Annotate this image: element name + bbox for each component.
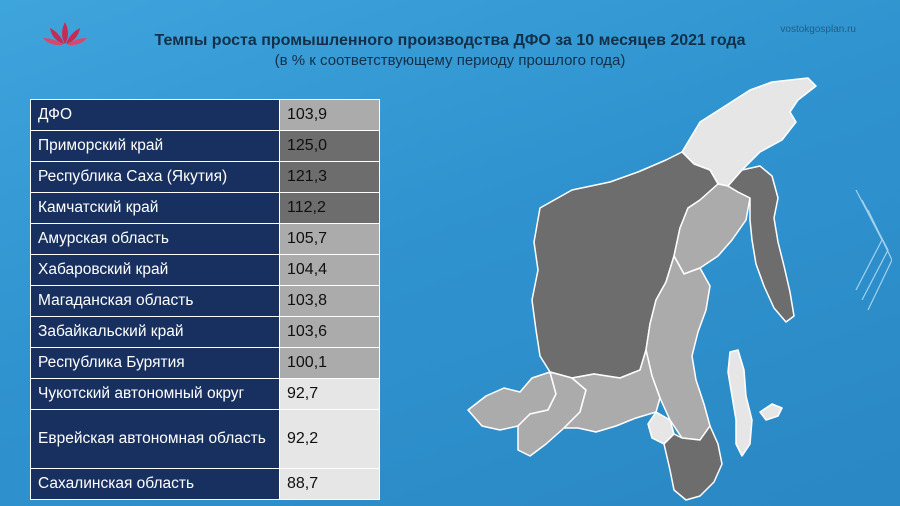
page-subtitle: (в % к соответствующему периоду прошлого… (274, 52, 626, 69)
table-row: Еврейская автономная область 92,2 (30, 409, 380, 469)
page-title: Темпы роста промышленного производства Д… (154, 32, 746, 49)
table-row: Амурская область 105,7 (30, 223, 380, 255)
growth-value: 103,9 (279, 99, 380, 131)
decorative-chevrons (855, 189, 892, 311)
lotus-logo-icon (43, 22, 87, 46)
region-name: Амурская область (30, 223, 280, 255)
map-region-amur (563, 349, 661, 433)
table-row: Чукотский автономный округ 92,7 (30, 378, 380, 410)
growth-value: 121,3 (279, 161, 380, 193)
map-region-kamchatka (727, 165, 795, 323)
growth-value: 125,0 (279, 130, 380, 162)
table-row: Республика Бурятия 100,1 (30, 347, 380, 379)
table-row: Хабаровский край 104,4 (30, 254, 380, 286)
region-name: Республика Саха (Якутия) (30, 161, 280, 193)
map-region-sakhalin (727, 349, 753, 457)
table-row: Республика Саха (Якутия) 121,3 (30, 161, 380, 193)
table-row: Сахалинская область 88,7 (30, 468, 380, 500)
region-name: Еврейская автономная область (30, 409, 280, 469)
table-row: Камчатский край 112,2 (30, 192, 380, 224)
site-url: vostokgosplan.ru (780, 24, 856, 35)
growth-value: 92,7 (279, 378, 380, 410)
table-row: Магаданская область 103,8 (30, 285, 380, 317)
region-name: Чукотский автономный округ (30, 378, 280, 410)
growth-value: 88,7 (279, 468, 380, 500)
region-name: Республика Бурятия (30, 347, 280, 379)
region-name: Сахалинская область (30, 468, 280, 500)
growth-table: ДФО 103,9 Приморский край 125,0 Республика С… (30, 99, 380, 500)
growth-value: 104,4 (279, 254, 380, 286)
growth-value: 112,2 (279, 192, 380, 224)
region-name: Забайкальский край (30, 316, 280, 348)
table-row: ДФО 103,9 (30, 99, 380, 131)
growth-value: 103,8 (279, 285, 380, 317)
region-name: Магаданская область (30, 285, 280, 317)
table-row: Забайкальский край 103,6 (30, 316, 380, 348)
growth-value: 100,1 (279, 347, 380, 379)
region-name: Приморский край (30, 130, 280, 162)
map-region-primorye (663, 425, 723, 501)
growth-value: 105,7 (279, 223, 380, 255)
region-name: Камчатский край (30, 192, 280, 224)
far-east-map (467, 77, 817, 501)
region-name: Хабаровский край (30, 254, 280, 286)
map-region-kurils (759, 403, 783, 421)
growth-value: 92,2 (279, 409, 380, 469)
table-row: Приморский край 125,0 (30, 130, 380, 162)
growth-value: 103,6 (279, 316, 380, 348)
region-name: ДФО (30, 99, 280, 131)
